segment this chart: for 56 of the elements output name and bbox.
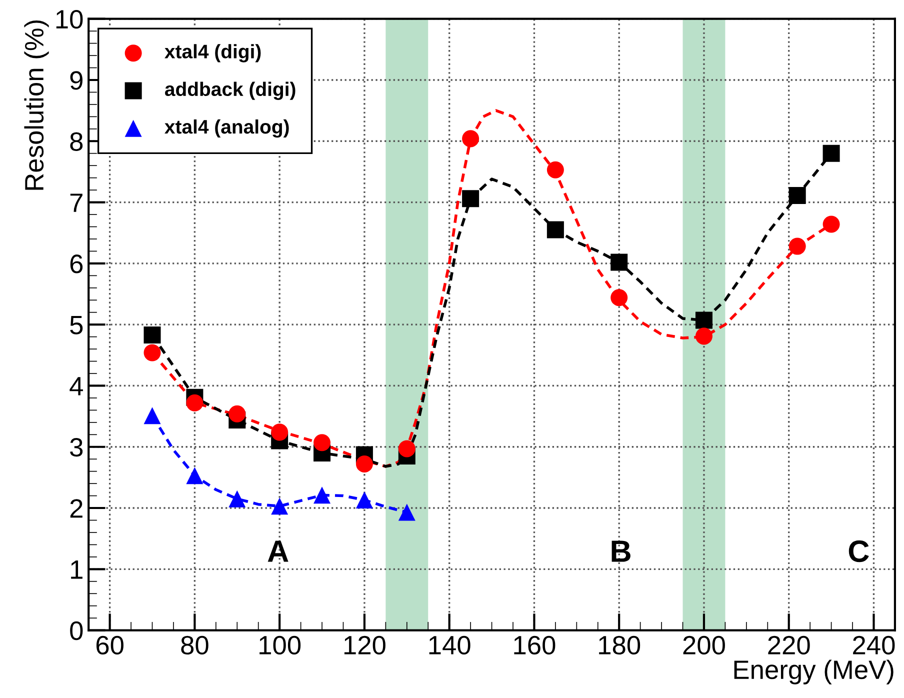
point — [462, 130, 480, 148]
y-tick-label: 2 — [70, 499, 82, 518]
y-tick-label: 8 — [70, 132, 83, 151]
y-tick-label: 10 — [56, 10, 83, 29]
point — [228, 490, 246, 508]
point — [788, 238, 806, 255]
point — [398, 504, 416, 521]
point — [144, 344, 161, 362]
point — [546, 221, 564, 238]
x-tick-label: 100 — [260, 636, 301, 655]
x-tick-label: 220 — [768, 636, 810, 655]
x-tick-label: 120 — [344, 636, 386, 655]
y-tick-label: 7 — [70, 194, 82, 212]
point — [228, 405, 246, 422]
point — [610, 254, 628, 271]
y-tick-label: 4 — [70, 377, 83, 396]
point — [186, 394, 204, 412]
x-tick-label: 80 — [181, 636, 208, 655]
point — [695, 328, 712, 345]
y-axis-title: Resolution (%) — [24, 20, 49, 190]
legend-label: xtal4 (digi) — [164, 44, 261, 62]
y-tick-label: 3 — [70, 438, 83, 457]
point — [186, 467, 204, 484]
x-tick-label: 60 — [96, 636, 124, 655]
point — [271, 424, 288, 441]
y-tick-label: 6 — [70, 254, 83, 274]
x-tick-label: 160 — [514, 636, 556, 655]
point — [144, 326, 161, 344]
y-tick-label: 9 — [70, 71, 82, 90]
point — [462, 190, 480, 208]
x-tick-label: 180 — [599, 636, 640, 655]
annotation: B — [612, 540, 630, 562]
point — [314, 434, 331, 452]
point — [822, 144, 840, 162]
x-tick-label: 240 — [853, 636, 895, 655]
point — [788, 187, 806, 204]
point — [314, 486, 331, 504]
legend-label: xtal4 (analog) — [164, 119, 289, 138]
point — [144, 407, 161, 424]
point — [356, 492, 373, 509]
legend-label: addback (digi) — [164, 82, 296, 100]
annotation: A — [268, 540, 288, 562]
point — [398, 440, 416, 458]
point — [546, 161, 564, 178]
point — [610, 289, 628, 306]
y-tick-label: 5 — [70, 316, 83, 334]
y-tick-label: 1 — [71, 560, 82, 579]
point — [695, 312, 712, 329]
x-axis-title: Energy (MeV) — [734, 660, 894, 684]
y-tick-label: 0 — [70, 621, 83, 640]
point — [822, 216, 840, 233]
point — [271, 498, 288, 515]
x-tick-label: 200 — [683, 636, 725, 655]
point — [356, 455, 373, 472]
x-tick-label: 140 — [429, 636, 470, 655]
annotation: C — [848, 540, 869, 562]
